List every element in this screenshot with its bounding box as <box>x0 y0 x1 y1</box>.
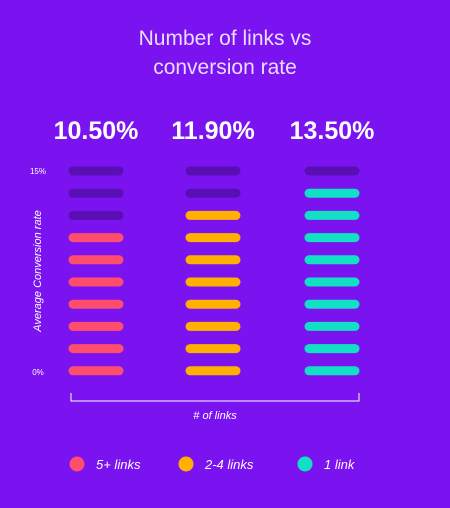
bar-segment-1-link-10 <box>304 166 360 176</box>
value-label-2-4-links: 11.90% <box>171 117 254 145</box>
chart-title-line-2: conversion rate <box>153 56 297 79</box>
legend-swatch-5-links <box>69 456 85 472</box>
legend-label-5-links: 5+ links <box>96 457 141 472</box>
bar-segment-5-links-3 <box>68 321 124 331</box>
bar-segment-5-links-6 <box>68 255 124 265</box>
bar-segment-1-link-6 <box>304 255 360 265</box>
bar-segment-5-links-5 <box>68 277 124 287</box>
bar-segment-2-4-links-7 <box>185 233 241 243</box>
y-tick-top: 15% <box>30 167 46 176</box>
y-axis-label: Average Conversion rate <box>32 210 44 332</box>
value-label-5-links: 10.50% <box>54 117 139 145</box>
bar-segment-1-link-1 <box>304 366 360 376</box>
bar-segment-5-links-4 <box>68 299 124 309</box>
legend-label-2-4-links: 2-4 links <box>204 457 254 472</box>
x-axis-label: # of links <box>193 410 237 422</box>
bar-segment-2-4-links-5 <box>185 277 241 287</box>
bar-segment-2-4-links-2 <box>185 344 241 354</box>
value-label-1-link: 13.50% <box>290 117 375 145</box>
bar-segment-5-links-7 <box>68 233 124 243</box>
legend: 5+ links 2-4 links 1 link <box>69 456 356 472</box>
chart-title: Number of links vs conversion rate <box>0 24 450 82</box>
bar-segment-1-link-5 <box>304 277 360 287</box>
bar-segment-5-links-2 <box>68 344 124 354</box>
bar-segment-1-link-4 <box>304 299 360 309</box>
bar-segment-5-links-1 <box>68 366 124 376</box>
bar-segment-5-links-9 <box>68 188 124 198</box>
bar-segment-5-links-10 <box>68 166 124 176</box>
bar-segment-1-link-9 <box>304 188 360 198</box>
bar-segment-2-4-links-1 <box>185 366 241 376</box>
legend-label-1-link: 1 link <box>324 457 356 472</box>
legend-swatch-1-link <box>297 456 313 472</box>
bar-segment-5-links-8 <box>68 210 124 220</box>
bar-segment-2-4-links-3 <box>185 321 241 331</box>
bar-segment-1-link-8 <box>304 210 360 220</box>
bar-segment-1-link-3 <box>304 321 360 331</box>
bar-segment-2-4-links-6 <box>185 255 241 265</box>
x-axis-bracket <box>70 393 360 402</box>
chart-title-line-1: Number of links vs <box>138 27 312 50</box>
bar-segment-2-4-links-4 <box>185 299 241 309</box>
legend-swatch-2-4-links <box>178 456 194 472</box>
bar-segment-2-4-links-8 <box>185 210 241 220</box>
bar-segment-1-link-7 <box>304 233 360 243</box>
bar-segment-2-4-links-10 <box>185 166 241 176</box>
bar-segment-1-link-2 <box>304 344 360 354</box>
y-tick-bottom: 0% <box>32 368 44 377</box>
bar-segment-2-4-links-9 <box>185 188 241 198</box>
